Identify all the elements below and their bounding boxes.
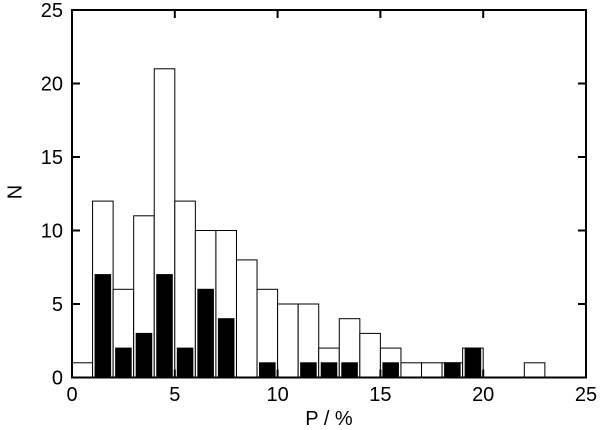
- open-bars-bin-0-1: [71, 362, 94, 378]
- y-tick-label: 20: [41, 74, 63, 96]
- open-bars-bin-22-23: [523, 362, 546, 378]
- y-axis-title: N: [4, 184, 27, 200]
- filled-bars-bin-3-4: [135, 332, 153, 378]
- x-tick-label: 20: [472, 384, 494, 406]
- filled-bars-bin-11-12: [300, 362, 317, 378]
- filled-bars-bin-5-6: [176, 347, 194, 379]
- plot-border: [71, 9, 587, 379]
- open-bars-bin-10-11: [277, 303, 299, 378]
- filled-bars-bin-2-3: [115, 347, 132, 379]
- filled-bars-bin-9-10: [259, 362, 276, 378]
- filled-bars-bin-4-5: [156, 274, 173, 379]
- y-tick-label: 25: [41, 0, 63, 22]
- filled-bars-bin-15-16: [382, 362, 399, 378]
- open-bars-bin-14-15: [359, 332, 381, 378]
- filled-bars-bin-6-7: [197, 288, 214, 378]
- x-tick-label: 0: [66, 384, 77, 406]
- filled-bars-bin-12-13: [320, 362, 338, 378]
- x-tick-label: 25: [575, 384, 597, 406]
- x-tick-label: 5: [169, 384, 180, 406]
- y-tick-label: 10: [41, 221, 63, 243]
- y-tick-label: 15: [41, 147, 63, 169]
- filled-bars-bin-1-2: [94, 274, 112, 379]
- open-bars-bin-8-9: [235, 259, 258, 378]
- filled-bars-bin-13-14: [341, 362, 358, 378]
- y-tick-label: 5: [52, 294, 63, 316]
- x-axis-title: P / %: [305, 408, 353, 430]
- filled-bars-bin-18-19: [444, 362, 461, 378]
- open-bars-bin-16-17: [400, 362, 423, 378]
- filled-bars-bin-7-8: [217, 318, 235, 379]
- y-tick-label: 0: [52, 368, 63, 390]
- filled-bars-bin-19-20: [464, 347, 482, 379]
- x-tick-label: 15: [369, 384, 391, 406]
- open-bars-bin-17-18: [421, 362, 443, 378]
- x-tick-label: 10: [266, 384, 288, 406]
